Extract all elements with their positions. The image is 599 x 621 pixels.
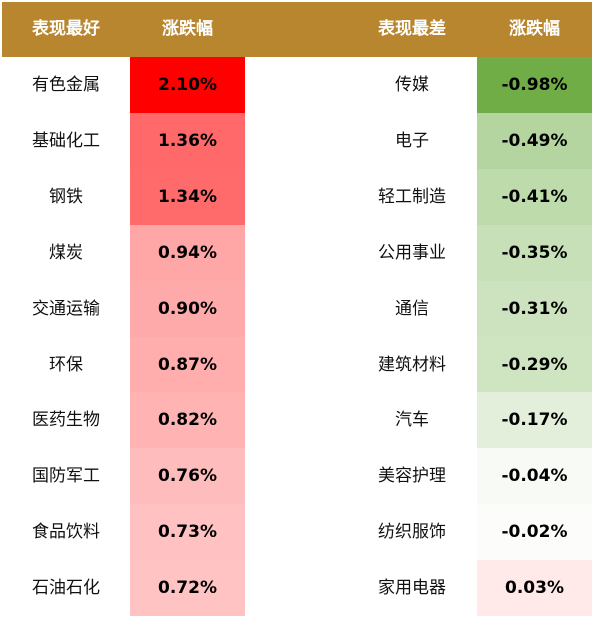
best-sector-name: 石油石化 [32, 578, 100, 599]
best-sector-name: 有色金属 [32, 75, 100, 95]
best-sector-change: 0.94% [130, 224, 245, 281]
best-sector-name: 食品饮料 [32, 522, 100, 543]
worst-sector-name: 通信 [395, 298, 429, 319]
best-sector-change: 1.36% [130, 112, 245, 169]
worst-sector-name: 电子 [395, 130, 429, 151]
worst-sector-change: -0.31% [477, 280, 592, 337]
table-row: 交通运输 0.90% 通信 -0.31% [2, 280, 592, 337]
header-worst-label: 表现最差 [378, 19, 446, 39]
best-sector-name: 医药生物 [32, 410, 100, 431]
best-sector-change: 0.72% [130, 560, 245, 617]
best-sector-change: 0.76% [130, 448, 245, 505]
table-row: 煤炭 0.94% 公用事业 -0.35% [2, 224, 592, 281]
best-sector-change: 0.82% [130, 392, 245, 449]
worst-sector-name: 家用电器 [378, 578, 446, 599]
best-sector-name: 环保 [49, 354, 83, 375]
table-row: 食品饮料 0.73% 纺织服饰 -0.02% [2, 504, 592, 561]
worst-sector-name: 轻工制造 [378, 186, 446, 207]
best-sector-name: 钢铁 [49, 186, 83, 207]
best-sector-name: 煤炭 [49, 242, 83, 263]
worst-sector-change: 0.03% [477, 560, 592, 617]
table-row: 国防军工 0.76% 美容护理 -0.04% [2, 448, 592, 505]
best-sector-name: 交通运输 [32, 298, 100, 319]
table-row: 环保 0.87% 建筑材料 -0.29% [2, 336, 592, 393]
table-row: 石油石化 0.72% 家用电器 0.03% [2, 560, 592, 617]
table-row: 基础化工 1.36% 电子 -0.49% [2, 112, 592, 169]
worst-sector-change: -0.04% [477, 448, 592, 505]
header-best-label: 表现最好 [32, 19, 100, 39]
best-sector-change: 0.73% [130, 504, 245, 561]
best-sector-change: 0.90% [130, 280, 245, 337]
worst-sector-change: -0.41% [477, 168, 592, 225]
best-sector-change: 0.87% [130, 336, 245, 393]
worst-sector-change: -0.17% [477, 392, 592, 449]
best-sector-name: 基础化工 [32, 130, 100, 151]
best-sector-change: 1.34% [130, 168, 245, 225]
worst-sector-change: -0.02% [477, 504, 592, 561]
worst-sector-name: 公用事业 [378, 242, 446, 263]
worst-sector-change: -0.49% [477, 112, 592, 169]
worst-sector-name: 美容护理 [378, 466, 446, 487]
best-sector-name: 国防军工 [32, 466, 100, 487]
header-worst-change-label: 涨跌幅 [509, 19, 560, 39]
best-sector-change: 2.10% [130, 57, 245, 113]
table-row: 钢铁 1.34% 轻工制造 -0.41% [2, 168, 592, 225]
worst-sector-name: 纺织服饰 [378, 522, 446, 543]
header-best-change-label: 涨跌幅 [162, 19, 213, 39]
worst-sector-change: -0.98% [477, 57, 592, 113]
sector-performance-table: 表现最好 涨跌幅 表现最差 涨跌幅 有色金属 2.10% 传媒 -0.98% 基础化工 1… [2, 2, 592, 617]
worst-sector-name: 汽车 [395, 410, 429, 431]
table-header: 表现最好 涨跌幅 表现最差 涨跌幅 [2, 2, 592, 57]
worst-sector-name: 传媒 [395, 75, 429, 95]
worst-sector-change: -0.29% [477, 336, 592, 393]
table-row: 医药生物 0.82% 汽车 -0.17% [2, 392, 592, 449]
table-row: 有色金属 2.10% 传媒 -0.98% [2, 57, 592, 113]
worst-sector-name: 建筑材料 [378, 354, 446, 375]
worst-sector-change: -0.35% [477, 224, 592, 281]
